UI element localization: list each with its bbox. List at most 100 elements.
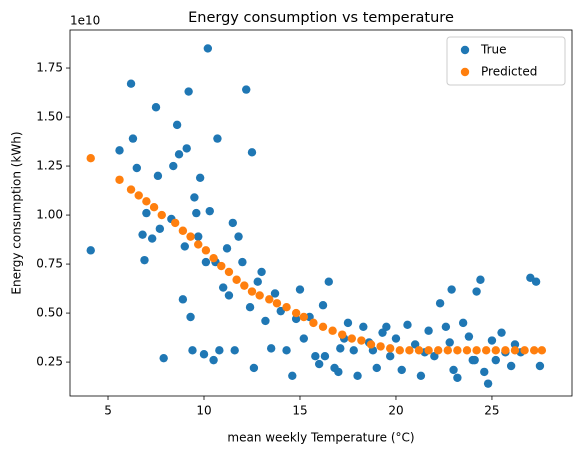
point xyxy=(86,246,95,255)
point xyxy=(126,185,136,194)
y-tick-label: 0.25 xyxy=(36,355,63,369)
point xyxy=(506,361,516,371)
point xyxy=(480,367,489,377)
plot-frame xyxy=(69,29,573,397)
point xyxy=(476,275,485,284)
point xyxy=(324,277,333,286)
point xyxy=(153,171,163,181)
chart-title: Energy consumption vs temperature xyxy=(188,10,454,26)
point xyxy=(349,346,358,355)
point xyxy=(172,120,182,130)
point xyxy=(338,330,347,339)
point xyxy=(217,261,226,271)
point xyxy=(134,191,143,200)
point xyxy=(311,352,320,361)
legend-box xyxy=(446,36,566,86)
point xyxy=(366,340,376,349)
point xyxy=(359,322,368,331)
point xyxy=(174,150,184,159)
point xyxy=(336,344,345,353)
point xyxy=(157,210,166,220)
point xyxy=(155,224,165,233)
point xyxy=(449,365,458,375)
point xyxy=(299,312,309,322)
point xyxy=(535,361,545,371)
point xyxy=(147,234,157,243)
point xyxy=(291,308,301,318)
point xyxy=(491,346,500,355)
x-tick-label: 15 xyxy=(292,404,307,418)
point xyxy=(159,353,168,363)
point xyxy=(192,208,201,218)
point xyxy=(224,267,234,277)
point xyxy=(201,257,211,267)
point xyxy=(372,363,381,373)
point xyxy=(395,346,405,355)
point xyxy=(149,203,159,212)
legend-label: True xyxy=(480,43,507,57)
point xyxy=(201,246,211,255)
point xyxy=(186,232,195,241)
point xyxy=(215,346,224,355)
x-tick-label: 20 xyxy=(388,404,403,418)
point xyxy=(391,334,401,343)
y-tick-label: 0.50 xyxy=(36,306,63,320)
y-offset-label: 1e10 xyxy=(70,14,100,28)
point xyxy=(343,318,353,328)
y-tick-label: 1.00 xyxy=(36,208,63,222)
series xyxy=(86,154,547,355)
point xyxy=(405,346,414,355)
point xyxy=(458,318,468,328)
x-tick-label: 10 xyxy=(196,404,211,418)
point xyxy=(178,295,188,304)
point xyxy=(222,244,232,253)
point xyxy=(255,291,264,300)
point xyxy=(86,154,95,163)
point xyxy=(386,344,395,353)
y-axis-label: Energy consumption (kWh) xyxy=(10,131,24,294)
point xyxy=(140,255,149,265)
point xyxy=(445,338,454,347)
point xyxy=(443,346,452,355)
point xyxy=(537,346,547,355)
x-tick-label: 5 xyxy=(104,404,112,418)
point xyxy=(382,322,391,331)
point xyxy=(247,287,257,296)
point xyxy=(238,257,247,267)
point xyxy=(501,346,510,355)
point xyxy=(224,291,234,300)
point xyxy=(169,161,178,171)
point xyxy=(447,285,456,294)
point xyxy=(234,232,243,241)
point xyxy=(194,240,203,249)
point xyxy=(199,350,209,359)
point xyxy=(178,226,188,235)
point xyxy=(270,289,280,298)
point xyxy=(318,322,328,331)
point xyxy=(309,318,318,328)
point xyxy=(531,277,541,286)
point xyxy=(483,379,493,388)
point xyxy=(128,134,138,143)
point xyxy=(520,346,529,355)
point xyxy=(464,332,474,341)
point xyxy=(184,87,193,96)
point xyxy=(247,148,257,157)
point xyxy=(299,334,309,343)
point xyxy=(487,336,497,345)
point xyxy=(472,346,481,355)
point xyxy=(132,163,142,173)
legend-label: Predicted xyxy=(481,65,537,79)
point xyxy=(213,134,222,143)
point xyxy=(462,346,472,355)
point xyxy=(228,218,237,228)
y-tick-label: 1.75 xyxy=(36,61,63,75)
point xyxy=(353,371,362,381)
point xyxy=(376,342,385,351)
point xyxy=(441,322,451,331)
point xyxy=(182,144,191,153)
point xyxy=(242,85,251,94)
point xyxy=(453,346,462,355)
point xyxy=(435,299,445,308)
point xyxy=(529,346,539,355)
